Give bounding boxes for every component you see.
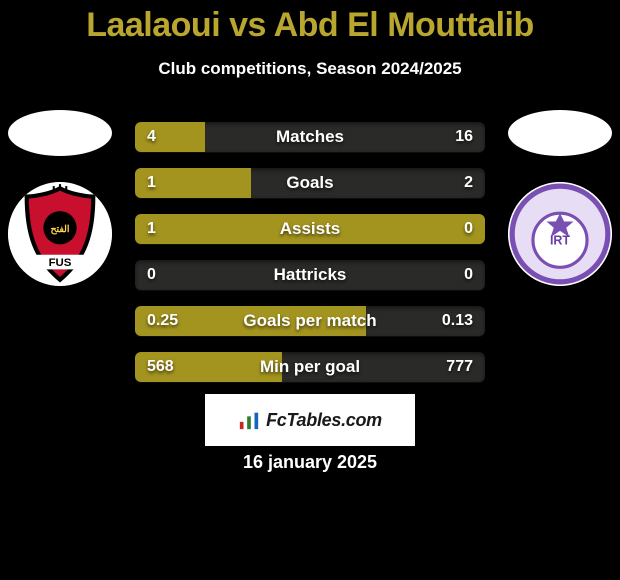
stat-fill-left (135, 214, 485, 244)
branding-text: FcTables.com (266, 410, 382, 431)
stat-fill-left (135, 122, 205, 152)
stat-row: 1Goals2 (135, 168, 485, 198)
stat-fill-left (135, 168, 251, 198)
svg-text:IRT: IRT (550, 233, 570, 247)
page-subtitle: Club competitions, Season 2024/2025 (0, 59, 620, 79)
branding-logo-icon (238, 409, 260, 431)
stat-label: Hattricks (135, 260, 485, 290)
svg-text:FUS: FUS (49, 257, 72, 269)
player-silhouette-icon (508, 110, 612, 156)
stat-right-value: 777 (446, 352, 473, 382)
stat-right-value: 0.13 (442, 306, 473, 336)
stats-panel: 4Matches16 1Goals2 1Assists0 0Hattricks0 0.2… (135, 122, 485, 398)
stat-left-value: 0 (147, 260, 156, 290)
stat-row: 0Hattricks0 (135, 260, 485, 290)
branding-badge: FcTables.com (205, 394, 415, 446)
stat-fill-left (135, 352, 282, 382)
stat-row: 4Matches16 (135, 122, 485, 152)
right-club-badge-icon: IRT (508, 182, 612, 286)
player-silhouette-icon (8, 110, 112, 156)
stat-right-value: 0 (464, 260, 473, 290)
stat-right-value: 16 (455, 122, 473, 152)
stat-right-value: 2 (464, 168, 473, 198)
stat-row: 0.25Goals per match0.13 (135, 306, 485, 336)
left-player-slot: الفتح FUS (0, 110, 120, 286)
svg-text:الفتح: الفتح (50, 224, 69, 235)
stat-fill-left (135, 306, 366, 336)
stat-row: 568Min per goal777 (135, 352, 485, 382)
stat-row: 1Assists0 (135, 214, 485, 244)
left-club-badge-icon: الفتح FUS (8, 182, 112, 286)
date-text: 16 january 2025 (0, 452, 620, 473)
page-title: Laalaoui vs Abd El Mouttalib (0, 0, 620, 45)
right-player-slot: IRT (500, 110, 620, 286)
